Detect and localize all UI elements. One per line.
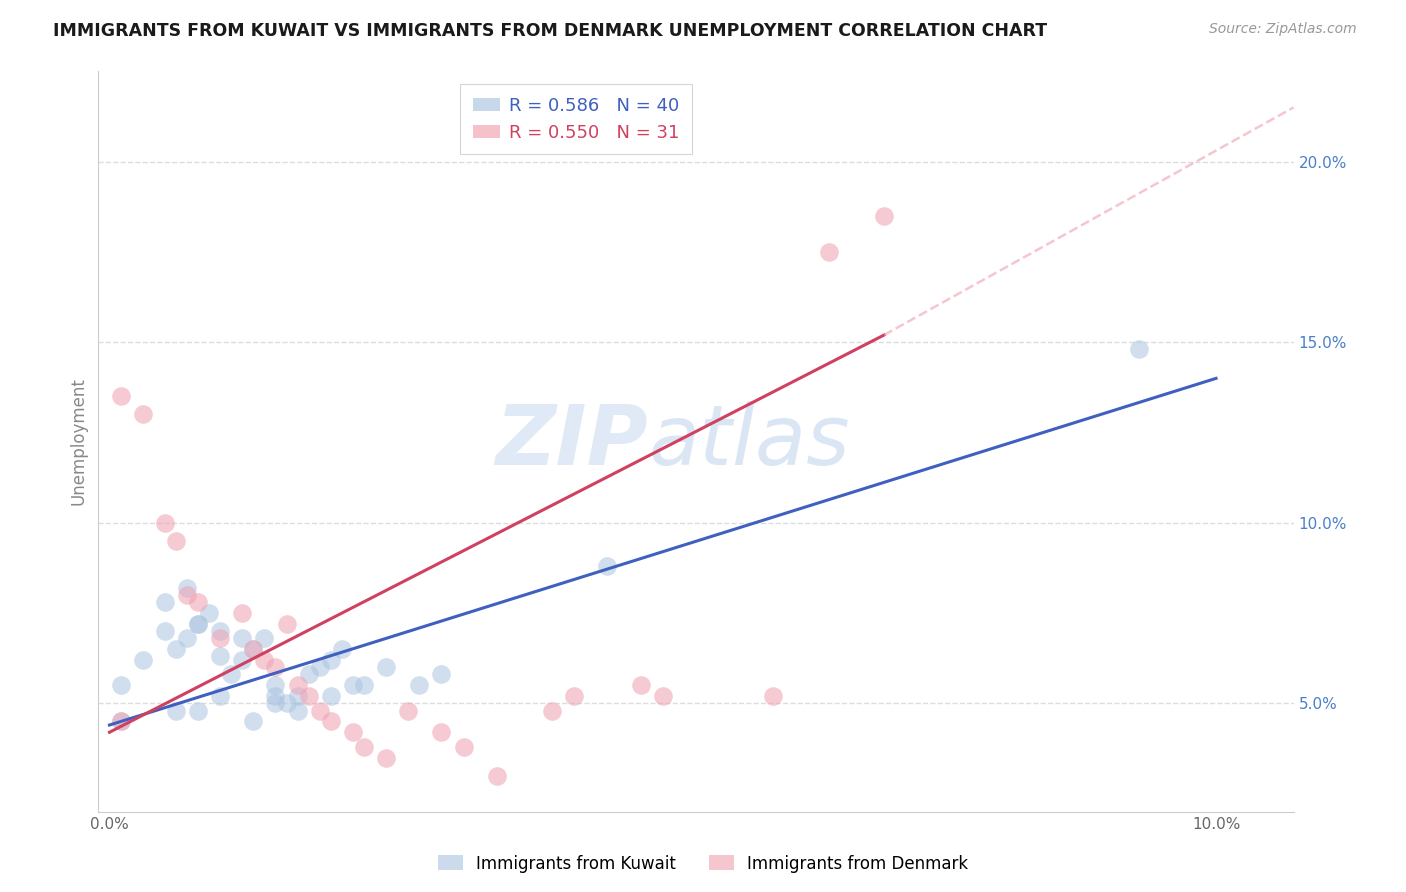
Point [110, 389, 132, 403]
Point [187, 704, 209, 718]
Point [298, 667, 321, 681]
Point [253, 653, 276, 667]
Point [287, 689, 309, 703]
Point [153, 595, 176, 609]
Text: IMMIGRANTS FROM KUWAIT VS IMMIGRANTS FROM DENMARK UNEMPLOYMENT CORRELATION CHART: IMMIGRANTS FROM KUWAIT VS IMMIGRANTS FRO… [53, 22, 1047, 40]
Point [308, 660, 330, 674]
Point [596, 559, 619, 574]
Point [242, 642, 264, 657]
Point [165, 533, 187, 548]
Point [165, 704, 187, 718]
Point [762, 689, 785, 703]
Point [231, 632, 253, 646]
Point [176, 581, 198, 595]
Point [485, 769, 508, 783]
Point [209, 632, 232, 646]
Point [153, 624, 176, 639]
Point [430, 667, 453, 681]
Point [276, 616, 298, 631]
Point [253, 632, 276, 646]
Point [165, 642, 187, 657]
Point [110, 714, 132, 729]
Point [276, 697, 298, 711]
Text: ZIP: ZIP [495, 401, 648, 482]
Point [242, 714, 264, 729]
Point [430, 725, 453, 739]
Point [198, 606, 221, 620]
Point [264, 678, 287, 692]
Point [187, 595, 209, 609]
Point [353, 739, 375, 754]
Point [264, 660, 287, 674]
Point [153, 516, 176, 530]
Point [308, 704, 330, 718]
Point [231, 653, 253, 667]
Point [209, 689, 232, 703]
Point [176, 632, 198, 646]
Point [375, 750, 398, 764]
Point [342, 725, 364, 739]
Point [219, 667, 242, 681]
Point [131, 653, 153, 667]
Text: Source: ZipAtlas.com: Source: ZipAtlas.com [1209, 22, 1357, 37]
Point [287, 678, 309, 692]
Point [1128, 343, 1150, 357]
Point [562, 689, 585, 703]
Point [110, 678, 132, 692]
Point [408, 678, 430, 692]
Point [319, 714, 342, 729]
Point [209, 649, 232, 664]
Point [342, 678, 364, 692]
Point [353, 678, 375, 692]
Point [231, 606, 253, 620]
Point [264, 689, 287, 703]
Point [651, 689, 673, 703]
Point [396, 704, 419, 718]
Point [453, 739, 475, 754]
Point [319, 653, 342, 667]
Point [264, 697, 287, 711]
Point [209, 624, 232, 639]
Point [541, 704, 564, 718]
Point [242, 642, 264, 657]
Point [873, 209, 896, 223]
Point [375, 660, 398, 674]
Point [187, 616, 209, 631]
Point [131, 408, 153, 422]
Point [287, 704, 309, 718]
Point [176, 588, 198, 602]
Y-axis label: Unemployment: Unemployment [69, 377, 87, 506]
Legend: R = 0.586   N = 40, R = 0.550   N = 31: R = 0.586 N = 40, R = 0.550 N = 31 [460, 84, 692, 154]
Text: atlas: atlas [648, 401, 849, 482]
Legend: Immigrants from Kuwait, Immigrants from Denmark: Immigrants from Kuwait, Immigrants from … [430, 848, 976, 880]
Point [187, 616, 209, 631]
Point [110, 714, 132, 729]
Point [319, 689, 342, 703]
Point [630, 678, 652, 692]
Point [817, 244, 839, 259]
Point [298, 689, 321, 703]
Point [330, 642, 353, 657]
